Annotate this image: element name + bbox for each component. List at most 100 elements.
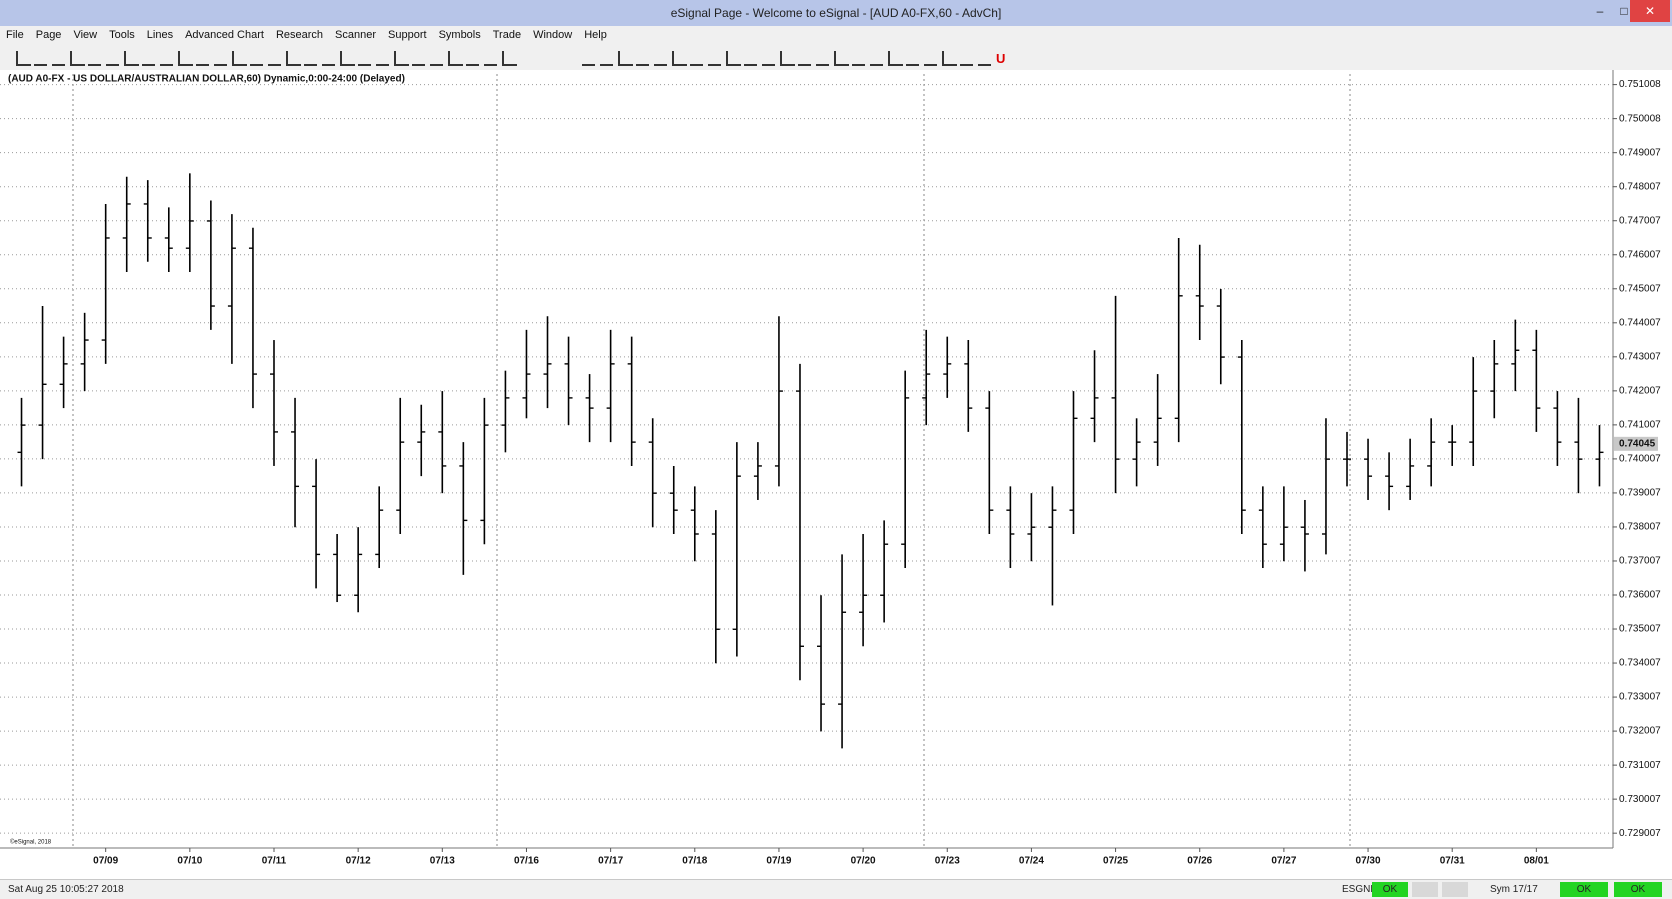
- y-tick-label: 0.736007: [1619, 590, 1661, 601]
- toolbar-button[interactable]: [708, 51, 721, 66]
- toolbar-button[interactable]: [286, 51, 301, 66]
- toolbar-button[interactable]: [636, 51, 649, 66]
- toolbar-button[interactable]: [52, 51, 65, 66]
- toolbar: U: [0, 46, 1672, 71]
- x-tick-label: 07/18: [682, 856, 707, 867]
- toolbar-button[interactable]: [870, 51, 883, 66]
- toolbar-button[interactable]: [304, 51, 317, 66]
- toolbar-button[interactable]: [88, 51, 101, 66]
- toolbar-button[interactable]: [834, 51, 849, 66]
- menu-item[interactable]: Symbols: [438, 29, 481, 41]
- menu-item[interactable]: Window: [533, 29, 573, 41]
- toolbar-button[interactable]: [430, 51, 443, 66]
- toolbar-button[interactable]: [654, 51, 667, 66]
- x-tick-label: 08/01: [1524, 856, 1549, 867]
- x-tick-label: 07/25: [1103, 856, 1128, 867]
- y-tick-label: 0.751008: [1619, 79, 1661, 90]
- toolbar-button[interactable]: [798, 51, 811, 66]
- y-tick-label: 0.738007: [1619, 522, 1661, 533]
- toolbar-button[interactable]: [852, 51, 865, 66]
- y-tick-label: 0.733007: [1619, 692, 1661, 703]
- toolbar-button[interactable]: [726, 51, 741, 66]
- menu-item[interactable]: Tools: [109, 29, 135, 41]
- x-tick-label: 07/30: [1356, 856, 1381, 867]
- toolbar-button[interactable]: [484, 51, 497, 66]
- minimize-button[interactable]: –: [1596, 4, 1604, 18]
- toolbar-button[interactable]: [106, 51, 119, 66]
- last-price-box: [1614, 436, 1658, 451]
- x-tick-label: 07/23: [935, 856, 960, 867]
- toolbar-button[interactable]: [16, 51, 31, 66]
- toolbar-button[interactable]: [978, 51, 991, 66]
- menu-item[interactable]: File: [6, 29, 24, 41]
- toolbar-button[interactable]: [448, 51, 463, 66]
- y-tick-label: 0.729007: [1619, 828, 1661, 839]
- toolbar-button[interactable]: [178, 51, 193, 66]
- y-tick-label: 0.740007: [1619, 454, 1661, 465]
- toolbar-button[interactable]: [232, 51, 247, 66]
- toolbar-button[interactable]: [906, 51, 919, 66]
- toolbar-button[interactable]: [582, 51, 595, 66]
- y-tick-label: 0.744007: [1619, 317, 1661, 328]
- toolbar-button[interactable]: [214, 51, 227, 66]
- toolbar-button[interactable]: [34, 51, 47, 66]
- menu-item[interactable]: Advanced Chart: [185, 29, 264, 41]
- toolbar-button[interactable]: [268, 51, 281, 66]
- menu-item[interactable]: Trade: [492, 29, 522, 41]
- menu-item[interactable]: Help: [584, 29, 607, 41]
- chart-header: (AUD A0-FX - US DOLLAR/AUSTRALIAN DOLLAR…: [8, 74, 405, 85]
- toolbar-button[interactable]: [358, 51, 371, 66]
- toolbar-button[interactable]: [618, 51, 633, 66]
- state-2: OK: [1614, 882, 1662, 897]
- menu-item[interactable]: Research: [275, 29, 324, 41]
- toolbar-button[interactable]: [502, 51, 517, 66]
- y-tick-label: 0.730007: [1619, 794, 1661, 805]
- toolbar-button[interactable]: [816, 51, 829, 66]
- y-tick-label: 0.731007: [1619, 760, 1661, 771]
- toolbar-button[interactable]: [600, 51, 613, 66]
- x-tick-label: 07/09: [93, 856, 118, 867]
- menu-item[interactable]: View: [73, 29, 98, 41]
- toolbar-button[interactable]: [196, 51, 209, 66]
- close-button[interactable]: ✕: [1630, 0, 1670, 22]
- toolbar-button[interactable]: [672, 51, 687, 66]
- y-tick-label: 0.735007: [1619, 624, 1661, 635]
- toolbar-button[interactable]: U: [996, 51, 1006, 66]
- toolbar-button[interactable]: [412, 51, 425, 66]
- y-tick-label: 0.745007: [1619, 283, 1661, 294]
- toolbar-button[interactable]: [142, 51, 155, 66]
- toolbar-button[interactable]: [394, 51, 409, 66]
- toolbar-button[interactable]: [888, 51, 903, 66]
- toolbar-button[interactable]: [780, 51, 795, 66]
- x-tick-label: 07/16: [514, 856, 539, 867]
- menu-item[interactable]: Scanner: [335, 29, 377, 41]
- x-tick-label: 07/10: [177, 856, 202, 867]
- menu-item[interactable]: Page: [35, 29, 62, 41]
- toolbar-button[interactable]: [124, 51, 139, 66]
- toolbar-button[interactable]: [762, 51, 775, 66]
- y-tick-label: 0.749007: [1619, 147, 1661, 158]
- y-tick-label: 0.747007: [1619, 215, 1661, 226]
- y-tick-label: 0.739007: [1619, 488, 1661, 499]
- toolbar-button[interactable]: [376, 51, 389, 66]
- toolbar-button[interactable]: [744, 51, 757, 66]
- menu-item[interactable]: Support: [388, 29, 427, 41]
- toolbar-button[interactable]: [70, 51, 85, 66]
- x-tick-label: 07/11: [262, 856, 287, 867]
- toolbar-button[interactable]: [466, 51, 479, 66]
- toolbar-button[interactable]: [250, 51, 263, 66]
- toolbar-button[interactable]: [690, 51, 703, 66]
- toolbar-button[interactable]: [942, 51, 957, 66]
- toolbar-button[interactable]: [924, 51, 937, 66]
- toolbar-button[interactable]: [322, 51, 335, 66]
- y-tick-label: 0.748007: [1619, 181, 1661, 192]
- symbol-count: Sym 17/17: [1490, 884, 1538, 895]
- x-tick-label: 07/12: [346, 856, 371, 867]
- toolbar-button[interactable]: [340, 51, 355, 66]
- toolbar-button[interactable]: [160, 51, 173, 66]
- menu-item[interactable]: Lines: [146, 29, 174, 41]
- y-tick-label: 0.746007: [1619, 249, 1661, 260]
- x-tick-label: 07/19: [766, 856, 791, 867]
- toolbar-button[interactable]: [960, 51, 973, 66]
- restore-button[interactable]: □: [1620, 4, 1628, 18]
